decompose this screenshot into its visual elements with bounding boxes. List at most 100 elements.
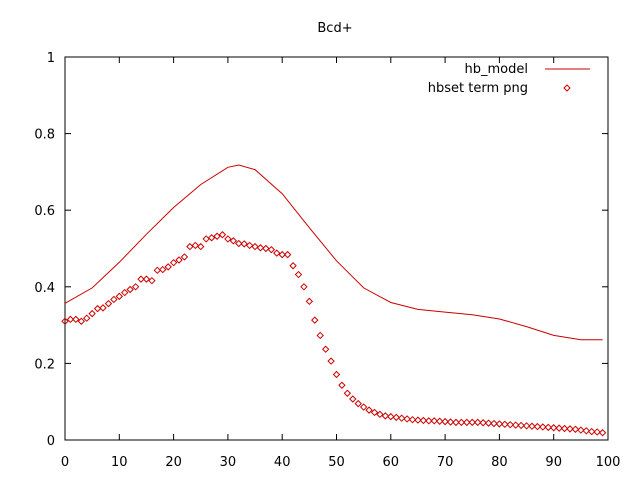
data-point xyxy=(577,426,585,434)
data-point xyxy=(446,418,455,426)
data-point xyxy=(566,425,574,433)
data-point xyxy=(229,237,238,245)
data-point xyxy=(457,418,466,427)
data-point xyxy=(549,424,558,432)
data-point xyxy=(66,315,75,324)
y-tick-label: 1 xyxy=(47,51,55,66)
data-point xyxy=(327,357,335,365)
data-point xyxy=(571,425,580,433)
data-point xyxy=(169,258,178,267)
data-point xyxy=(186,242,194,251)
x-tick-label: 30 xyxy=(220,455,237,470)
data-point xyxy=(104,299,113,308)
x-tick-label: 70 xyxy=(437,455,454,470)
data-point xyxy=(164,263,172,271)
data-point xyxy=(77,317,85,325)
data-point xyxy=(72,315,80,324)
data-point xyxy=(539,423,547,431)
data-point xyxy=(387,412,395,421)
data-point xyxy=(452,418,460,427)
data-point xyxy=(381,412,390,420)
data-point xyxy=(365,406,373,414)
data-point xyxy=(83,314,91,322)
y-tick-label: 0.6 xyxy=(34,204,55,219)
data-point xyxy=(278,250,286,259)
data-point xyxy=(321,345,330,353)
data-point xyxy=(235,239,243,248)
data-point xyxy=(370,408,379,417)
data-point xyxy=(110,295,118,304)
chart-title: Bcd+ xyxy=(317,21,352,36)
data-point xyxy=(300,283,308,291)
y-tick-label: 0.8 xyxy=(34,128,55,143)
x-tick-label: 40 xyxy=(274,455,291,470)
data-point xyxy=(251,242,259,251)
data-point xyxy=(511,421,520,429)
data-point xyxy=(533,422,542,431)
legend-swatch-point xyxy=(563,84,571,92)
data-point xyxy=(397,414,406,422)
data-point xyxy=(305,297,314,306)
data-point xyxy=(501,420,509,429)
data-point xyxy=(131,283,140,291)
data-point xyxy=(419,416,428,425)
data-point xyxy=(484,419,493,427)
data-point xyxy=(262,244,270,253)
data-point xyxy=(425,417,433,425)
data-point xyxy=(435,417,444,425)
data-point xyxy=(479,419,487,427)
data-point xyxy=(528,422,536,430)
data-point xyxy=(392,413,400,422)
data-point xyxy=(256,244,265,252)
data-point xyxy=(490,419,498,428)
data-point xyxy=(207,234,216,242)
y-tick-label: 0.2 xyxy=(34,357,55,372)
data-point xyxy=(180,253,189,261)
data-point xyxy=(441,417,449,426)
data-point xyxy=(354,399,362,408)
data-point xyxy=(115,292,124,301)
legend-label: hb_model xyxy=(465,62,528,77)
data-point xyxy=(224,235,232,243)
data-point xyxy=(593,428,601,436)
data-point xyxy=(175,256,183,264)
data-point xyxy=(560,424,569,433)
data-point xyxy=(137,275,145,283)
x-tick-label: 0 xyxy=(61,455,69,470)
data-point xyxy=(414,416,422,424)
y-tick-label: 0 xyxy=(47,434,55,449)
data-point xyxy=(289,262,297,270)
data-point xyxy=(218,231,227,239)
data-point xyxy=(359,403,368,411)
data-point xyxy=(197,242,205,251)
data-point xyxy=(522,422,531,430)
data-point xyxy=(121,288,129,297)
data-point xyxy=(338,381,346,389)
data-point xyxy=(582,427,590,435)
data-point xyxy=(267,245,276,254)
data-point xyxy=(213,232,221,240)
data-point xyxy=(126,285,134,294)
data-point xyxy=(191,241,200,250)
data-point xyxy=(93,304,102,313)
data-point xyxy=(148,276,156,285)
data-point xyxy=(202,235,210,243)
data-point xyxy=(142,275,151,283)
data-point xyxy=(495,420,504,428)
series-line-hb-model xyxy=(64,164,603,341)
data-point xyxy=(408,415,417,424)
data-point xyxy=(463,418,471,427)
data-point xyxy=(153,266,162,275)
legend-label: hbset term png xyxy=(428,81,528,96)
data-point xyxy=(316,331,324,340)
data-point xyxy=(99,304,107,312)
x-tick-label: 20 xyxy=(165,455,182,470)
data-point xyxy=(311,316,319,324)
data-point xyxy=(159,265,167,274)
data-point xyxy=(555,424,563,432)
data-point xyxy=(349,395,357,403)
data-point xyxy=(430,417,438,425)
data-point xyxy=(506,420,514,429)
